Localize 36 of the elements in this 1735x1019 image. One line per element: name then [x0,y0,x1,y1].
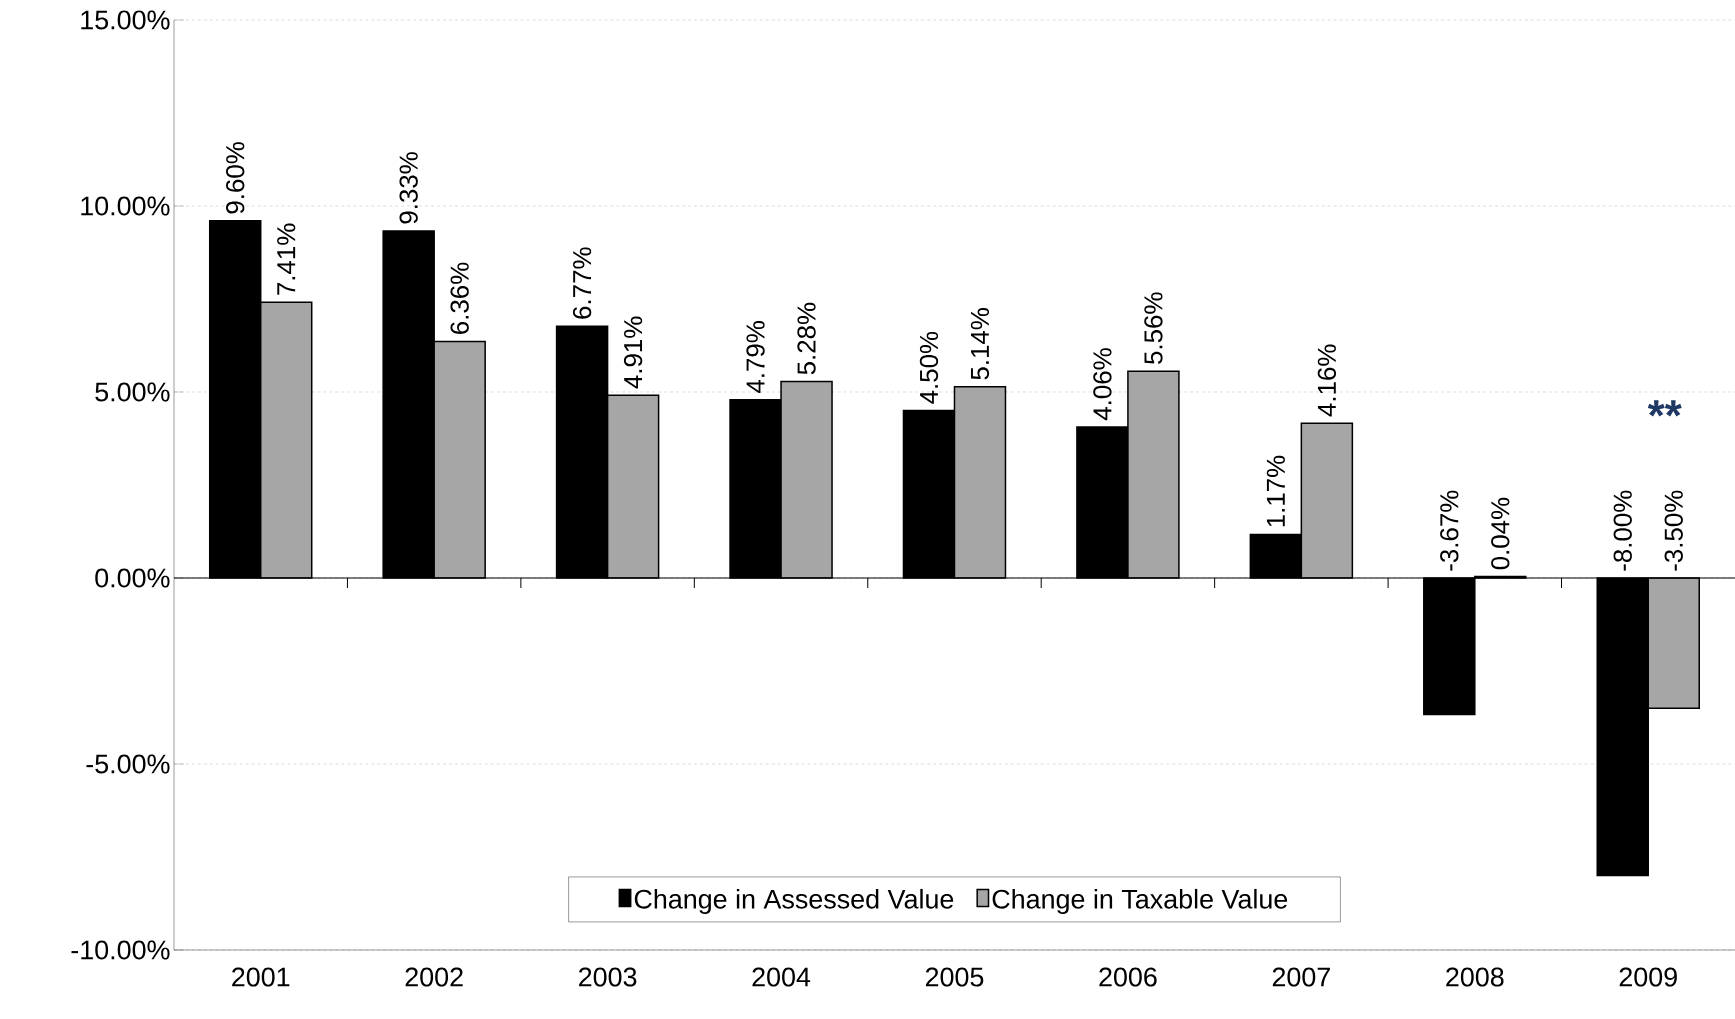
data-label: 7.41% [277,223,296,295]
x-tick-label: 2009 [1619,967,1677,987]
y-tick-label: 0.00% [95,568,170,588]
legend-label: Change in Assessed Value [634,888,954,914]
data-label: -8.00% [1613,490,1632,571]
data-label: 0.04% [1491,497,1510,570]
data-label: 4.79% [746,321,765,394]
annotation: ** [1647,400,1682,417]
x-tick-label: 2003 [579,967,637,987]
x-tick-label: 2004 [752,967,811,987]
y-tick-label: -5.00% [86,754,170,774]
data-label: 9.33% [399,152,418,224]
data-label: 4.06% [1093,348,1112,421]
y-tick-label: 15.00% [81,10,170,30]
data-label: -3.67% [1440,490,1459,571]
data-label: 4.91% [623,316,643,389]
data-label: 4.16% [1317,344,1337,417]
x-tick-label: 2005 [925,967,984,987]
data-label: 6.77% [572,247,592,319]
data-label: 5.14% [970,308,990,380]
data-label: 5.56% [1144,292,1163,364]
x-tick-label: 2007 [1272,967,1330,987]
data-label: 9.60% [226,142,245,214]
x-tick-label: 2006 [1099,967,1157,987]
data-label: -3.50% [1664,490,1683,571]
x-tick-label: 2001 [232,967,290,987]
y-tick-label: 5.00% [95,382,170,402]
data-label: 4.50% [919,331,939,404]
data-label: 1.17% [1266,455,1285,527]
legend-label: Change in Taxable Value [992,888,1288,914]
data-label: 5.28% [797,302,816,375]
x-tick-label: 2002 [405,967,463,987]
y-tick-label: -10.00% [71,940,170,960]
x-tick-label: 2008 [1446,967,1504,987]
data-label: 6.36% [450,262,469,334]
y-tick-label: 10.00% [81,196,170,216]
